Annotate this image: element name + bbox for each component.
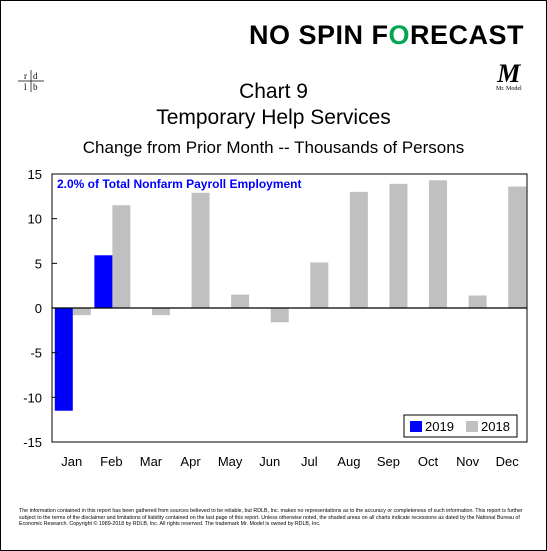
bar-2018-nov [468,295,487,308]
y-tick-label: 10 [28,212,42,227]
svg-text:r: r [24,71,27,81]
y-tick-label: -5 [30,346,42,361]
legend-label-2018: 2018 [481,419,510,434]
footer-disclaimer: The information contained in this report… [19,508,523,528]
bar-2018-dec [508,186,527,308]
rdlb-logo-icon: r d l b [18,70,44,92]
annotation-text: 2.0% of Total Nonfarm Payroll Employment [57,177,302,191]
brand-text-2: F [371,20,389,50]
x-tick-label: Dec [496,454,520,469]
brand-o-icon: O [388,20,411,50]
x-tick-label: Nov [456,454,480,469]
brand-text-3: RECAST [410,20,525,50]
bar-2019-feb [94,255,113,308]
x-tick-label: Jul [301,454,318,469]
y-tick-label: 5 [35,256,42,271]
x-tick-label: Sep [377,454,400,469]
y-tick-label: -15 [23,435,42,450]
svg-text:d: d [33,71,38,81]
bar-2018-sep [389,183,408,308]
x-tick-label: Feb [100,454,122,469]
chart-subtitle: Change from Prior Month -- Thousands of … [82,138,465,157]
bar-2018-jan [72,308,91,316]
no-spin-forecast-logo: NO SPIN FORECAST [249,20,524,51]
bar-2018-jun [270,308,289,323]
x-tick-label: Oct [418,454,439,469]
legend-label-2019: 2019 [425,419,454,434]
bar-2018-jul [310,262,329,308]
bar-2019-jan [54,308,73,411]
x-tick-label: Mar [140,454,163,469]
bar-2018-may [231,294,250,308]
legend-swatch-2018 [466,421,478,432]
mr-model-sub: Mr. Model [496,86,522,92]
chart-title: Chart 9 [239,80,308,103]
mr-model-logo: M Mr. Model [496,59,522,93]
rdlb-logo: r d l b [18,70,44,96]
legend-box [403,414,518,438]
x-tick-label: Jun [259,454,280,469]
y-tick-label: 0 [35,301,42,316]
bar-2018-mar [151,308,170,316]
bar-2018-feb [112,205,131,308]
x-tick-label: Aug [337,454,360,469]
bar-2018-oct [429,180,448,308]
mr-model-mark: M [497,59,521,88]
y-tick-label: -10 [23,390,42,405]
svg-text:l: l [24,82,27,92]
brand-text-1: NO SPIN [249,20,372,50]
bar-2018-aug [349,191,368,308]
x-tick-label: May [218,454,243,469]
x-tick-label: Jan [61,454,82,469]
bar-2018-apr [191,192,210,308]
y-tick-label: 15 [28,167,42,182]
chart-title-2: Temporary Help Services [156,106,391,129]
x-tick-label: Apr [180,454,201,469]
legend-swatch-2019 [410,421,422,432]
svg-text:b: b [33,82,38,92]
